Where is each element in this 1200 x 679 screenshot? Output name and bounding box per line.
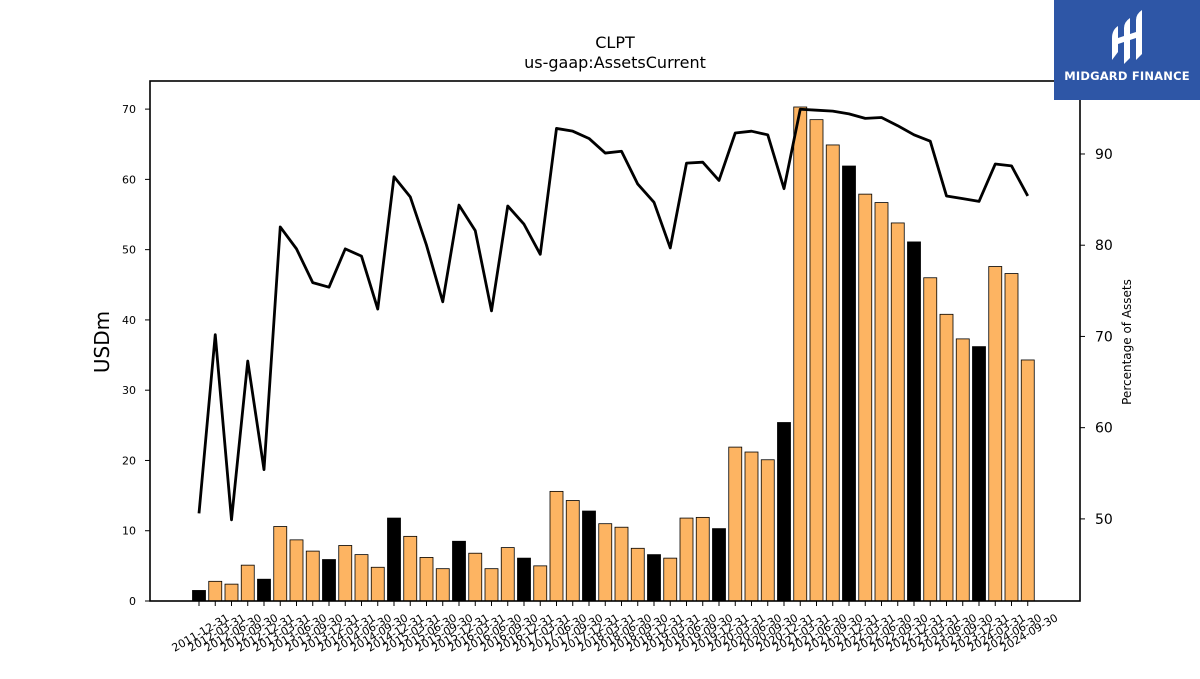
bar-2014-03-31 — [338, 545, 353, 602]
bar-2016-12-31 — [517, 557, 531, 602]
y2-tick-label-80: 80 — [1095, 238, 1113, 254]
bar-2013-12-31 — [322, 559, 336, 602]
bar-2018-09-30 — [630, 547, 645, 602]
bar-2011-12-31 — [192, 590, 206, 602]
bar-2020-09-30 — [760, 459, 775, 602]
bar-2016-06-30 — [484, 568, 499, 602]
y2-tick-label-70: 70 — [1095, 329, 1113, 345]
bar-2023-03-31 — [923, 277, 938, 602]
bar-2016-03-31 — [468, 552, 483, 602]
bar-group — [192, 106, 1035, 602]
bar-2012-12-31 — [257, 578, 271, 602]
y-tick-label-20: 20 — [122, 454, 136, 467]
bar-2019-12-31 — [712, 528, 726, 602]
bar-2012-06-30 — [224, 583, 239, 602]
bar-2016-09-30 — [500, 547, 515, 602]
bar-2022-12-31 — [907, 241, 921, 602]
y2-tick-label-60: 60 — [1095, 421, 1113, 437]
chart-subtitle: us-gaap:AssetsCurrent — [524, 53, 706, 72]
bar-2017-12-31 — [582, 510, 596, 602]
bar-2021-06-30 — [809, 119, 824, 602]
bar-2018-12-31 — [647, 554, 661, 602]
y-axis-label: USDm — [90, 311, 114, 373]
bar-2022-03-31 — [858, 193, 873, 602]
bar-2015-12-31 — [452, 540, 466, 602]
bar-2019-03-31 — [663, 557, 678, 602]
chart-title: CLPT — [595, 33, 635, 52]
bar-2021-03-31 — [793, 106, 808, 602]
bar-2023-09-30 — [955, 338, 970, 602]
line-group — [197, 107, 1029, 522]
y2-tick-label-90: 90 — [1095, 147, 1113, 163]
bar-2019-06-30 — [679, 517, 694, 602]
bar-2017-03-31 — [533, 565, 548, 602]
bar-2020-03-31 — [728, 446, 743, 602]
percentage-line — [197, 107, 1029, 522]
bar-2013-09-30 — [305, 550, 320, 602]
y-tick-label-50: 50 — [122, 244, 136, 257]
bar-2018-06-30 — [614, 526, 629, 602]
axes: 01020304050607050607080902011-12-312012-… — [122, 80, 1113, 655]
y2-axis-label: Percentage of Assets — [1120, 279, 1134, 405]
bar-2024-09-30 — [1020, 359, 1035, 602]
bar-2015-03-31 — [403, 535, 418, 602]
y-tick-label-30: 30 — [122, 384, 136, 397]
bar-2014-09-30 — [370, 566, 385, 602]
y-tick-label-60: 60 — [122, 173, 136, 186]
bar-2013-06-30 — [289, 539, 304, 602]
bar-2024-06-30 — [1004, 273, 1019, 602]
bar-2017-09-30 — [565, 500, 580, 602]
plot-frame — [149, 80, 1081, 602]
y-tick-label-0: 0 — [129, 595, 136, 608]
bar-2020-12-31 — [777, 422, 791, 602]
bar-2022-06-30 — [874, 202, 889, 602]
bar-2021-12-31 — [842, 165, 856, 602]
bar-2017-06-30 — [549, 490, 564, 602]
bar-2020-06-30 — [744, 451, 759, 602]
bar-2014-06-30 — [354, 554, 369, 602]
y-tick-label-40: 40 — [122, 314, 136, 327]
y-tick-label-10: 10 — [122, 525, 136, 538]
bar-2021-09-30 — [825, 144, 840, 602]
bar-2023-06-30 — [939, 313, 954, 602]
logo-badge: MIDGARD FINANCE — [1054, 0, 1200, 100]
bar-2023-12-31 — [972, 346, 986, 602]
bar-2014-12-31 — [387, 517, 401, 602]
bar-2019-09-30 — [695, 516, 710, 602]
bar-2024-03-31 — [988, 266, 1003, 602]
bar-2015-06-30 — [419, 557, 434, 602]
bar-2018-03-31 — [598, 523, 613, 602]
bar-2015-09-30 — [435, 568, 450, 602]
y-tick-label-70: 70 — [122, 103, 136, 116]
logo-text: MIDGARD FINANCE — [1064, 69, 1190, 83]
bar-2012-03-31 — [208, 580, 223, 602]
y2-tick-label-50: 50 — [1095, 512, 1113, 528]
bar-2013-03-31 — [273, 526, 288, 602]
bar-2012-09-30 — [240, 564, 255, 602]
bar-2022-09-30 — [890, 222, 905, 602]
midgard-logo-icon — [1112, 10, 1142, 64]
